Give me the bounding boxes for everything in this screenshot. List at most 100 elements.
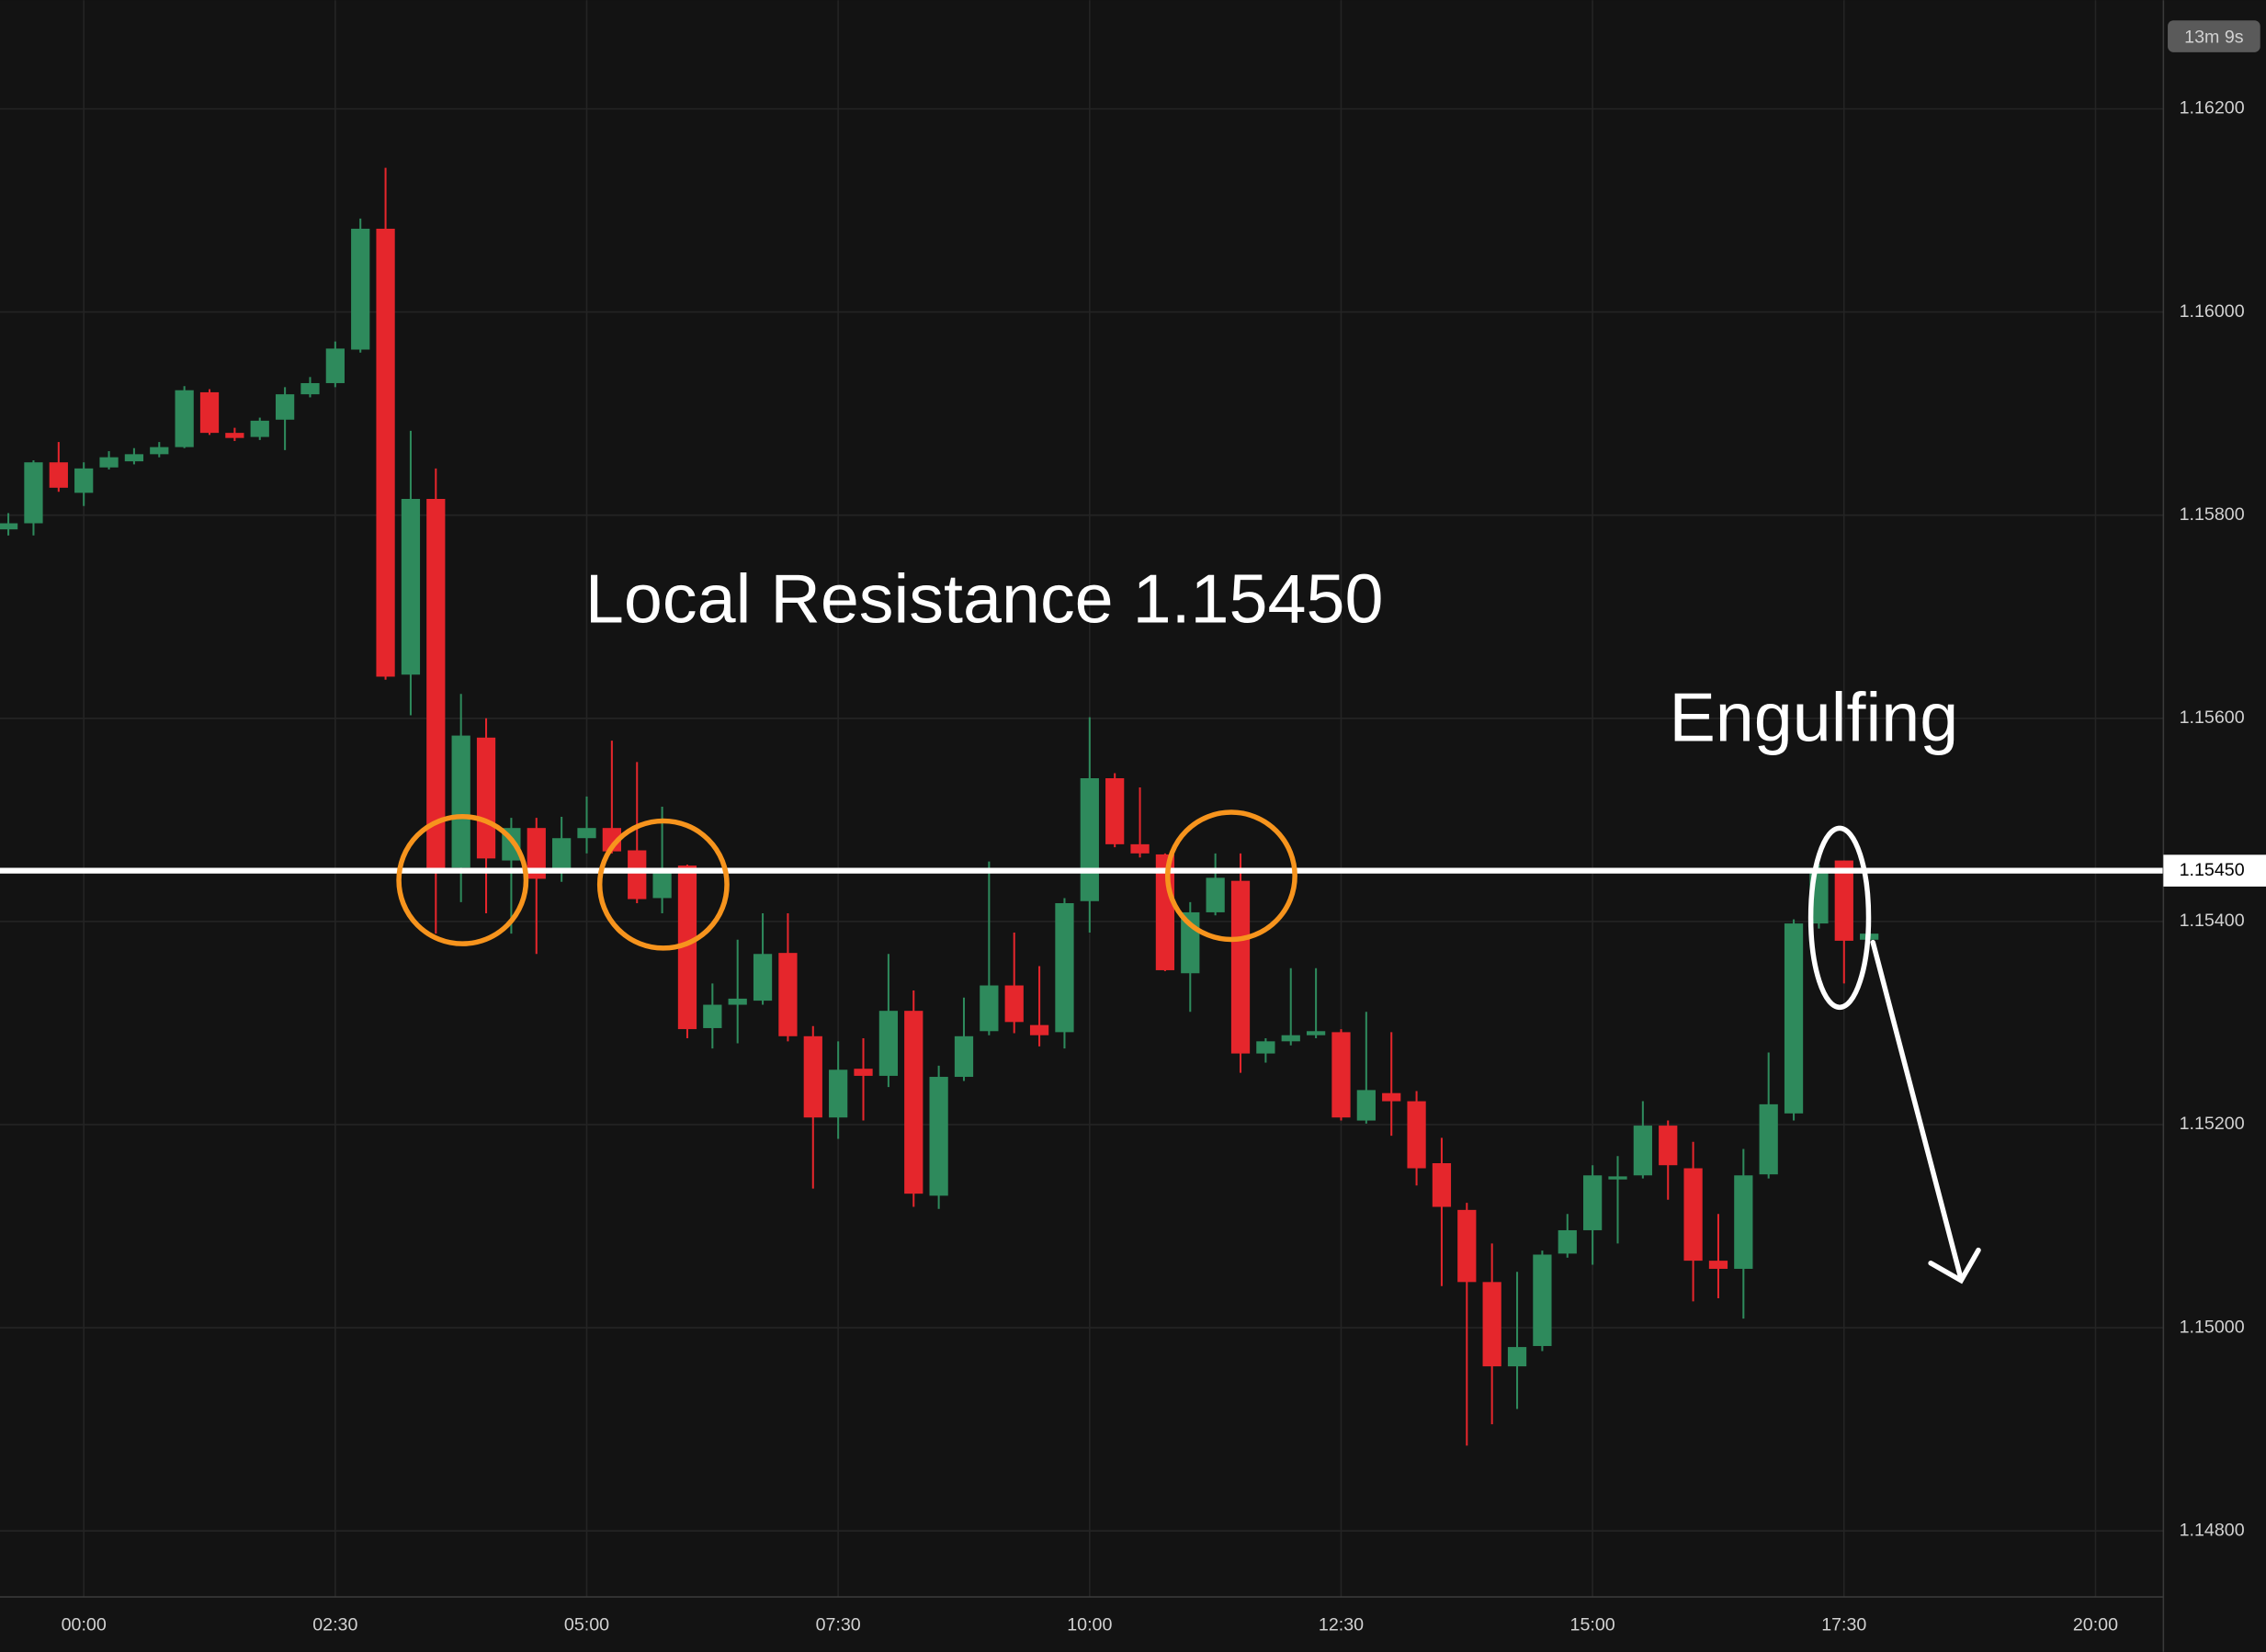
candle-body [677, 866, 697, 1030]
candles [0, 167, 2164, 1446]
y-tick-label: 1.15000 [2180, 1317, 2245, 1337]
x-tick-label: 20:00 [2073, 1615, 2118, 1635]
candle-body [225, 433, 244, 438]
x-tick-label: 15:00 [1570, 1615, 1615, 1635]
candle-body [1331, 1032, 1351, 1118]
y-tick-label: 1.16200 [2180, 98, 2245, 119]
candle-body [1306, 1031, 1326, 1035]
candle-body [1382, 1092, 1401, 1102]
engulfing-ellipse [1807, 825, 1872, 1011]
highlight-circles [396, 809, 1297, 951]
candle-body [1105, 778, 1125, 844]
candle-body [1759, 1103, 1778, 1175]
candle-body [628, 850, 647, 900]
candle-body [652, 871, 672, 899]
candle-body [426, 498, 446, 869]
x-tick-label: 17:30 [1821, 1615, 1866, 1635]
candle-body [778, 953, 798, 1036]
candle-body [1734, 1175, 1753, 1269]
candle-body [300, 382, 320, 395]
x-tick-label: 05:00 [564, 1615, 609, 1635]
candle-body [980, 985, 999, 1032]
candle-body [1583, 1175, 1603, 1230]
candle-body [1558, 1229, 1577, 1254]
candle-body [74, 468, 94, 493]
candle-body [577, 828, 596, 839]
candle-body [24, 462, 43, 524]
y-tick-label: 1.15600 [2180, 707, 2245, 728]
candle-body [1130, 843, 1150, 854]
arrow [1870, 939, 1981, 1284]
candle-body [929, 1077, 948, 1196]
axes: 1.14800 1.15000 1.15200 1.15400 1.15600 1.158… [62, 98, 2266, 1635]
circle [1164, 809, 1297, 943]
candle-body [1683, 1168, 1703, 1262]
candle-body [1230, 880, 1251, 1054]
candle-body [1256, 1041, 1275, 1054]
candle-body [1206, 877, 1225, 912]
candle-body [0, 523, 18, 530]
candle-body [1633, 1126, 1652, 1176]
countdown-box [2168, 20, 2260, 52]
candle-body [1507, 1347, 1527, 1367]
y-tick-label: 1.14800 [2180, 1520, 2245, 1540]
annotation: Engulfing [1669, 678, 1958, 755]
candle-body [1608, 1176, 1627, 1180]
candle-body [325, 348, 345, 383]
candle-body [904, 1011, 923, 1194]
annotation: Local Resistance 1.15450 [585, 560, 1383, 638]
candle-body [1080, 778, 1099, 901]
y-tick-label: 1.15400 [2180, 911, 2245, 931]
candle-body [1029, 1024, 1049, 1035]
candle-body [376, 228, 395, 677]
y-tick-label: 1.16000 [2180, 301, 2245, 322]
candle-body [1659, 1126, 1678, 1166]
candle-body [728, 998, 747, 1005]
circle [396, 814, 529, 946]
candle-body [1356, 1090, 1376, 1121]
resistance-label: 1.15450 [2180, 860, 2245, 880]
candle-body [854, 1069, 873, 1076]
candle-body [99, 457, 119, 468]
countdown: 13m 9s [2184, 27, 2244, 47]
candle-body [351, 228, 370, 350]
resistance-label-box [2163, 854, 2266, 887]
candle-body [602, 828, 621, 852]
candle-body [476, 737, 496, 859]
candle-body [1432, 1162, 1452, 1207]
candle-body [878, 1011, 899, 1076]
candle-body [199, 391, 220, 434]
x-tick-label: 10:00 [1067, 1615, 1112, 1635]
candle-body [1784, 923, 1804, 1114]
candle-body [1482, 1282, 1501, 1367]
candle-body [275, 394, 295, 420]
y-tick-label: 1.15200 [2180, 1114, 2245, 1134]
candle-body [803, 1035, 822, 1118]
x-tick-label: 07:30 [816, 1615, 861, 1635]
arrow-shaft [1870, 939, 1964, 1282]
circle [596, 818, 730, 951]
candle-body [954, 1035, 974, 1078]
candle-body [1708, 1261, 1728, 1269]
candle-body [175, 390, 194, 447]
y-tick-label: 1.15800 [2180, 504, 2245, 525]
candle-body [124, 454, 144, 462]
arrow-head [1928, 1247, 1981, 1284]
candle-body [829, 1069, 848, 1118]
x-tick-label: 02:30 [312, 1615, 357, 1635]
x-tick-label: 12:30 [1319, 1615, 1364, 1635]
candle-body [250, 420, 269, 437]
candle-body [1407, 1101, 1426, 1169]
candle-body [150, 447, 169, 455]
x-tick-label: 00:00 [62, 1615, 107, 1635]
candle-body [552, 838, 572, 873]
candle-body [1055, 902, 1074, 1033]
candle-body [1004, 985, 1024, 1023]
candle-body [753, 954, 773, 1001]
candle-body [1834, 860, 1853, 941]
candle-body [703, 1004, 722, 1028]
candle-body [1533, 1254, 1552, 1346]
candle-body [527, 828, 546, 879]
